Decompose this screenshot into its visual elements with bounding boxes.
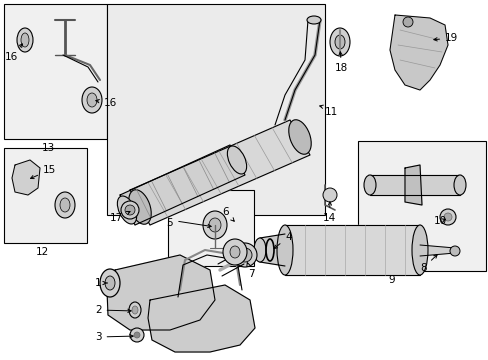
Text: 17: 17 xyxy=(110,211,130,223)
Polygon shape xyxy=(389,15,447,90)
Text: 5: 5 xyxy=(165,218,172,228)
Text: 15: 15 xyxy=(30,165,56,179)
Ellipse shape xyxy=(363,175,375,195)
Text: 16: 16 xyxy=(5,44,22,62)
Ellipse shape xyxy=(134,332,140,338)
Ellipse shape xyxy=(125,205,135,215)
Ellipse shape xyxy=(121,201,139,219)
Ellipse shape xyxy=(60,198,70,212)
Text: 14: 14 xyxy=(323,202,336,223)
Polygon shape xyxy=(404,165,421,205)
Text: 11: 11 xyxy=(325,107,338,117)
Text: 13: 13 xyxy=(41,143,55,153)
Polygon shape xyxy=(148,285,254,352)
Ellipse shape xyxy=(443,213,451,221)
Text: 3: 3 xyxy=(95,332,133,342)
Ellipse shape xyxy=(132,306,138,314)
Ellipse shape xyxy=(223,239,246,265)
Ellipse shape xyxy=(288,120,310,154)
Ellipse shape xyxy=(402,17,412,27)
Text: 19: 19 xyxy=(433,33,457,43)
Polygon shape xyxy=(369,175,459,195)
Polygon shape xyxy=(260,234,285,266)
Ellipse shape xyxy=(329,28,349,56)
Ellipse shape xyxy=(227,146,246,174)
Ellipse shape xyxy=(449,246,459,256)
Polygon shape xyxy=(107,255,215,330)
Polygon shape xyxy=(130,120,309,225)
Ellipse shape xyxy=(129,302,141,318)
Polygon shape xyxy=(419,245,454,256)
Ellipse shape xyxy=(229,246,240,258)
Ellipse shape xyxy=(17,28,33,52)
Ellipse shape xyxy=(87,93,97,107)
Bar xyxy=(4,4,107,139)
Ellipse shape xyxy=(323,188,336,202)
Polygon shape xyxy=(120,145,244,225)
Ellipse shape xyxy=(453,175,465,195)
Ellipse shape xyxy=(117,196,136,224)
Ellipse shape xyxy=(411,225,427,275)
Bar xyxy=(168,190,253,266)
Bar xyxy=(4,148,87,243)
Ellipse shape xyxy=(439,209,455,225)
Ellipse shape xyxy=(55,192,75,218)
Text: 2: 2 xyxy=(95,305,131,315)
Ellipse shape xyxy=(238,248,251,262)
Polygon shape xyxy=(285,225,419,275)
Text: 6: 6 xyxy=(222,207,234,221)
Ellipse shape xyxy=(128,190,151,224)
Bar xyxy=(357,141,485,271)
Text: 9: 9 xyxy=(388,275,394,285)
Text: 8: 8 xyxy=(419,255,436,273)
Bar xyxy=(107,4,325,215)
Ellipse shape xyxy=(306,16,320,24)
Ellipse shape xyxy=(100,269,120,297)
Ellipse shape xyxy=(82,87,102,113)
Ellipse shape xyxy=(105,276,115,290)
Text: 16: 16 xyxy=(96,98,117,108)
Text: 12: 12 xyxy=(35,247,48,257)
Text: 10: 10 xyxy=(433,216,446,226)
Ellipse shape xyxy=(334,35,345,49)
Polygon shape xyxy=(12,160,40,195)
Ellipse shape xyxy=(232,243,257,267)
Ellipse shape xyxy=(208,218,221,232)
Ellipse shape xyxy=(130,328,143,342)
Ellipse shape xyxy=(253,238,265,262)
Text: 18: 18 xyxy=(334,52,347,73)
Ellipse shape xyxy=(203,211,226,239)
Text: 1: 1 xyxy=(95,278,107,288)
Text: 7: 7 xyxy=(246,263,254,279)
Ellipse shape xyxy=(276,225,292,275)
Ellipse shape xyxy=(21,33,29,47)
Text: 4: 4 xyxy=(273,232,291,248)
